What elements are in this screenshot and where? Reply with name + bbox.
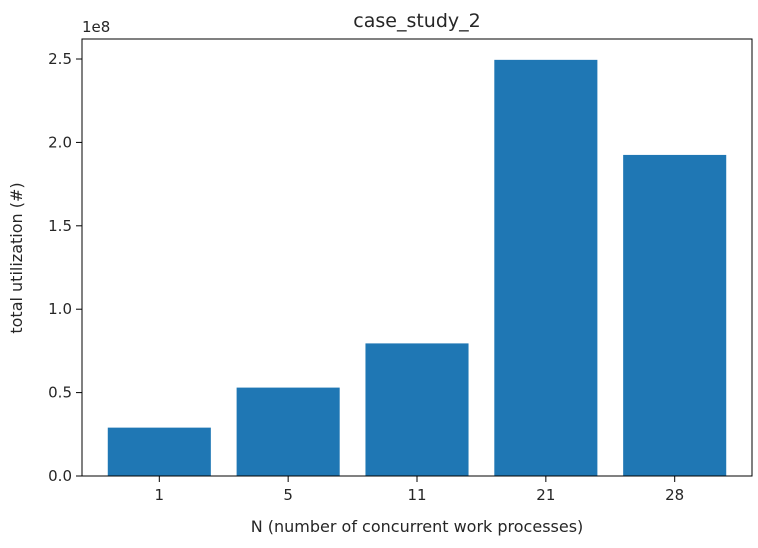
bar-11 [365, 343, 469, 476]
chart-title: case_study_2 [353, 10, 480, 32]
y-axis-label: total utilization (#) [7, 182, 26, 333]
x-tick-label-11: 11 [407, 486, 426, 504]
y-tick-label-2.5: 2.5 [48, 50, 72, 68]
x-tick-label-28: 28 [665, 486, 684, 504]
y-tick-label-2.0: 2.0 [48, 133, 72, 151]
x-axis-label: N (number of concurrent work processes) [251, 517, 584, 536]
x-tick-label-5: 5 [283, 486, 293, 504]
bar-28 [623, 154, 727, 476]
y-tick-label-0.5: 0.5 [48, 384, 72, 402]
y-tick-label-1.0: 1.0 [48, 300, 72, 318]
y-tick-label-1.5: 1.5 [48, 217, 72, 235]
x-tick-label-21: 21 [536, 486, 555, 504]
plot-frame [81, 38, 753, 477]
y-offset-label: 1e8 [82, 18, 110, 36]
bar-5 [236, 387, 340, 476]
x-tick-label-1: 1 [155, 486, 165, 504]
bar-21 [494, 59, 598, 476]
y-tick-label-0.0: 0.0 [48, 467, 72, 485]
plot-area: 1 5 11 21 28 0.0 0.5 1.0 1.5 2.0 2.5 [48, 50, 727, 504]
bar-1 [107, 427, 211, 476]
